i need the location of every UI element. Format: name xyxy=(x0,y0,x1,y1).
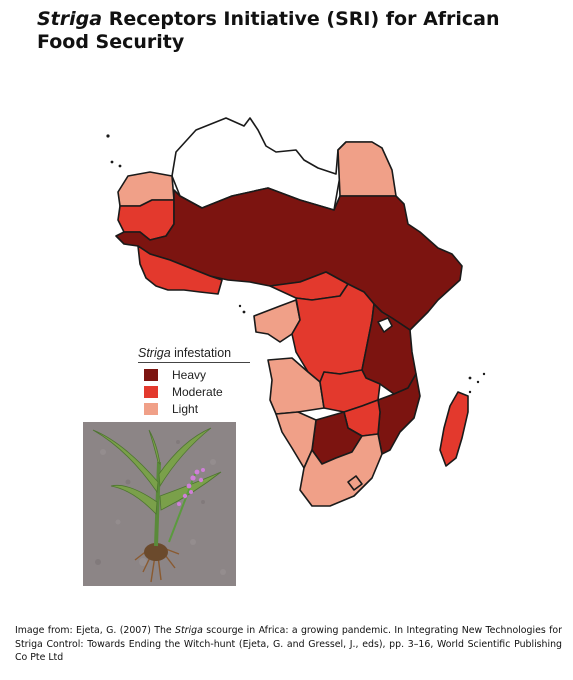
legend-title-text: infestation xyxy=(170,346,232,360)
image-caption: Image from: Ejeta, G. (2007) The Striga … xyxy=(15,624,562,665)
legend-title: Striga infestation xyxy=(138,346,250,363)
legend-item-heavy: Heavy xyxy=(138,366,250,383)
legend-swatch-moderate xyxy=(144,385,158,398)
map-legend: Striga infestation Heavy Moderate Light xyxy=(138,346,250,417)
legend-label-heavy: Heavy xyxy=(172,367,207,382)
region-drc xyxy=(291,283,375,383)
legend-title-italic: Striga xyxy=(138,346,171,360)
striga-plant-photo xyxy=(83,422,236,586)
africa-striga-map xyxy=(106,117,486,507)
title-italic: Striga xyxy=(37,8,103,30)
legend-label-moderate: Moderate xyxy=(172,384,223,399)
legend-label-light: Light xyxy=(172,401,199,416)
lake-victoria xyxy=(377,317,393,333)
legend-item-light: Light xyxy=(138,400,250,417)
legend-item-moderate: Moderate xyxy=(138,383,250,400)
region-egypt xyxy=(337,141,397,197)
title-text: Receptors Initiative (SRI) for African F… xyxy=(37,8,500,53)
caption-part2: scourge in Africa: a growing pandemic. I… xyxy=(15,625,562,663)
legend-swatch-heavy xyxy=(144,368,158,381)
region-angola xyxy=(267,357,325,415)
region-west-coast-moderate xyxy=(137,245,223,295)
region-south-africa xyxy=(299,433,383,507)
caption-part1: Image from: Ejeta, G. (2007) The xyxy=(15,625,176,636)
region-lesotho xyxy=(347,475,363,491)
legend-swatch-light xyxy=(144,402,158,415)
page-title: Striga Receptors Initiative (SRI) for Af… xyxy=(37,8,557,54)
region-madagascar xyxy=(439,391,469,467)
caption-italic: Striga xyxy=(175,625,203,636)
